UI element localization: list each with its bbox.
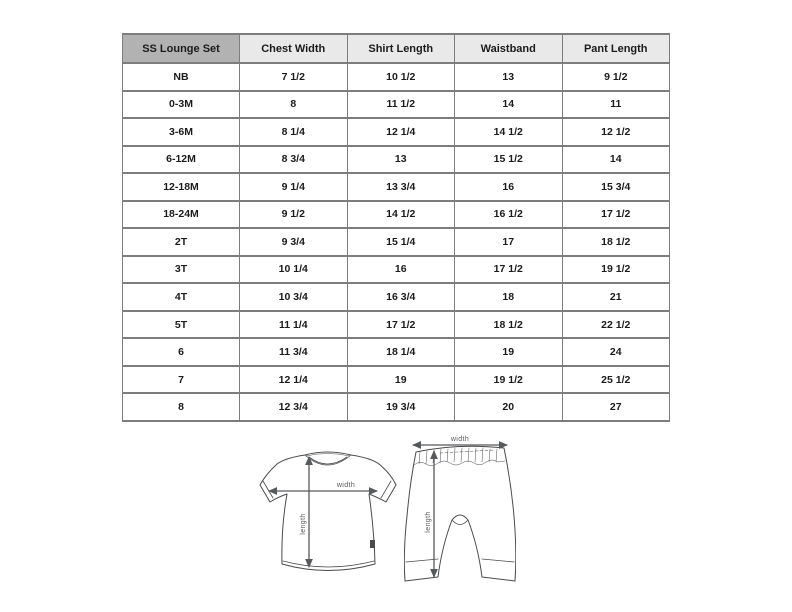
size-label-cell: NB [122, 62, 240, 92]
value-cell: 14 [454, 89, 563, 120]
size-label-cell: 0-3M [122, 89, 240, 120]
size-label-cell: 7 [122, 364, 240, 395]
corner-header-cell: SS Lounge Set [122, 33, 240, 64]
shirt-tag [370, 540, 375, 548]
value-cell: 19 1/2 [454, 364, 563, 395]
value-cell: 8 3/4 [239, 144, 348, 175]
column-header-cell: Chest Width [239, 33, 348, 64]
value-cell: 8 [239, 89, 348, 120]
table-row: 2T 9 3/4 15 1/4 17 18 1/2 [122, 227, 670, 257]
size-label-cell: 2T [122, 227, 240, 257]
value-cell: 10 3/4 [239, 282, 348, 312]
value-cell: 19 1/2 [561, 254, 670, 285]
size-label-cell: 6 [122, 337, 240, 367]
table-row: 6 11 3/4 18 1/4 19 24 [122, 337, 670, 367]
pants-illustration-icon: width length [404, 436, 516, 582]
value-cell: 11 1/2 [346, 89, 455, 120]
value-cell: 22 1/2 [561, 309, 670, 340]
size-label-cell: 5T [122, 309, 240, 340]
table-row: 6-12M 8 3/4 13 15 1/2 14 [122, 144, 670, 175]
table-row: 7 12 1/4 19 19 1/2 25 1/2 [122, 364, 670, 395]
size-label-cell: 18-24M [122, 199, 240, 230]
value-cell: 15 3/4 [561, 172, 670, 202]
size-label-cell: 3-6M [122, 117, 240, 147]
size-label-cell: 6-12M [122, 144, 240, 175]
size-label-cell: 8 [122, 392, 240, 422]
size-label-cell: 4T [122, 282, 240, 312]
value-cell: 18 1/4 [346, 337, 455, 367]
table-header-row: SS Lounge Set Chest Width Shirt Length Wais… [122, 33, 670, 64]
column-header-cell: Pant Length [561, 33, 670, 64]
value-cell: 16 [454, 172, 563, 202]
table-row: 4T 10 3/4 16 3/4 18 21 [122, 282, 670, 312]
value-cell: 9 1/2 [239, 199, 348, 230]
value-cell: 16 [346, 254, 455, 285]
value-cell: 7 1/2 [239, 62, 348, 92]
value-cell: 11 [561, 89, 670, 120]
value-cell: 10 1/2 [346, 62, 455, 92]
table-row: NB 7 1/2 10 1/2 13 9 1/2 [122, 62, 670, 92]
table-row: 3T 10 1/4 16 17 1/2 19 1/2 [122, 254, 670, 285]
value-cell: 11 3/4 [239, 337, 348, 367]
value-cell: 14 1/2 [454, 117, 563, 147]
table-row: 12-18M 9 1/4 13 3/4 16 15 3/4 [122, 172, 670, 202]
value-cell: 9 1/2 [561, 62, 670, 92]
value-cell: 17 1/2 [346, 309, 455, 340]
value-cell: 15 1/4 [346, 227, 455, 257]
value-cell: 12 1/4 [346, 117, 455, 147]
value-cell: 13 [454, 62, 563, 92]
value-cell: 19 [346, 364, 455, 395]
value-cell: 15 1/2 [454, 144, 563, 175]
table-row: 8 12 3/4 19 3/4 20 27 [122, 392, 670, 422]
value-cell: 14 [561, 144, 670, 175]
size-label-cell: 12-18M [122, 172, 240, 202]
value-cell: 11 1/4 [239, 309, 348, 340]
table-row: 0-3M 8 11 1/2 14 11 [122, 89, 670, 120]
table-row: 3-6M 8 1/4 12 1/4 14 1/2 12 1/2 [122, 117, 670, 147]
value-cell: 9 3/4 [239, 227, 348, 257]
size-chart-table: SS Lounge Set Chest Width Shirt Length Wais… [122, 33, 670, 422]
pants-length-label: length [425, 511, 432, 532]
shirt-length-label: length [300, 513, 307, 534]
value-cell: 20 [454, 392, 563, 422]
value-cell: 19 [454, 337, 563, 367]
tshirt-diagram: width length [256, 448, 398, 578]
value-cell: 16 3/4 [346, 282, 455, 312]
value-cell: 18 1/2 [454, 309, 563, 340]
value-cell: 8 1/4 [239, 117, 348, 147]
tshirt-illustration-icon: width length [259, 451, 397, 571]
value-cell: 17 1/2 [561, 199, 670, 230]
value-cell: 13 [346, 144, 455, 175]
value-cell: 21 [561, 282, 670, 312]
value-cell: 18 [454, 282, 563, 312]
value-cell: 16 1/2 [454, 199, 563, 230]
value-cell: 12 1/4 [239, 364, 348, 395]
pants-diagram: width length [404, 434, 516, 594]
size-label-cell: 3T [122, 254, 240, 285]
value-cell: 19 3/4 [346, 392, 455, 422]
value-cell: 17 [454, 227, 563, 257]
value-cell: 10 1/4 [239, 254, 348, 285]
value-cell: 13 3/4 [346, 172, 455, 202]
value-cell: 18 1/2 [561, 227, 670, 257]
value-cell: 12 3/4 [239, 392, 348, 422]
column-header-cell: Waistband [454, 33, 563, 64]
value-cell: 27 [561, 392, 670, 422]
shirt-width-label: width [336, 482, 355, 489]
value-cell: 12 1/2 [561, 117, 670, 147]
value-cell: 14 1/2 [346, 199, 455, 230]
value-cell: 9 1/4 [239, 172, 348, 202]
value-cell: 17 1/2 [454, 254, 563, 285]
value-cell: 25 1/2 [561, 364, 670, 395]
value-cell: 24 [561, 337, 670, 367]
table-row: 18-24M 9 1/2 14 1/2 16 1/2 17 1/2 [122, 199, 670, 230]
pants-width-label: width [450, 436, 469, 443]
table-row: 5T 11 1/4 17 1/2 18 1/2 22 1/2 [122, 309, 670, 340]
table-body: NB 7 1/2 10 1/2 13 9 1/2 0-3M 8 11 1/2 14 11 3-6M 8… [122, 62, 670, 422]
column-header-cell: Shirt Length [346, 33, 455, 64]
